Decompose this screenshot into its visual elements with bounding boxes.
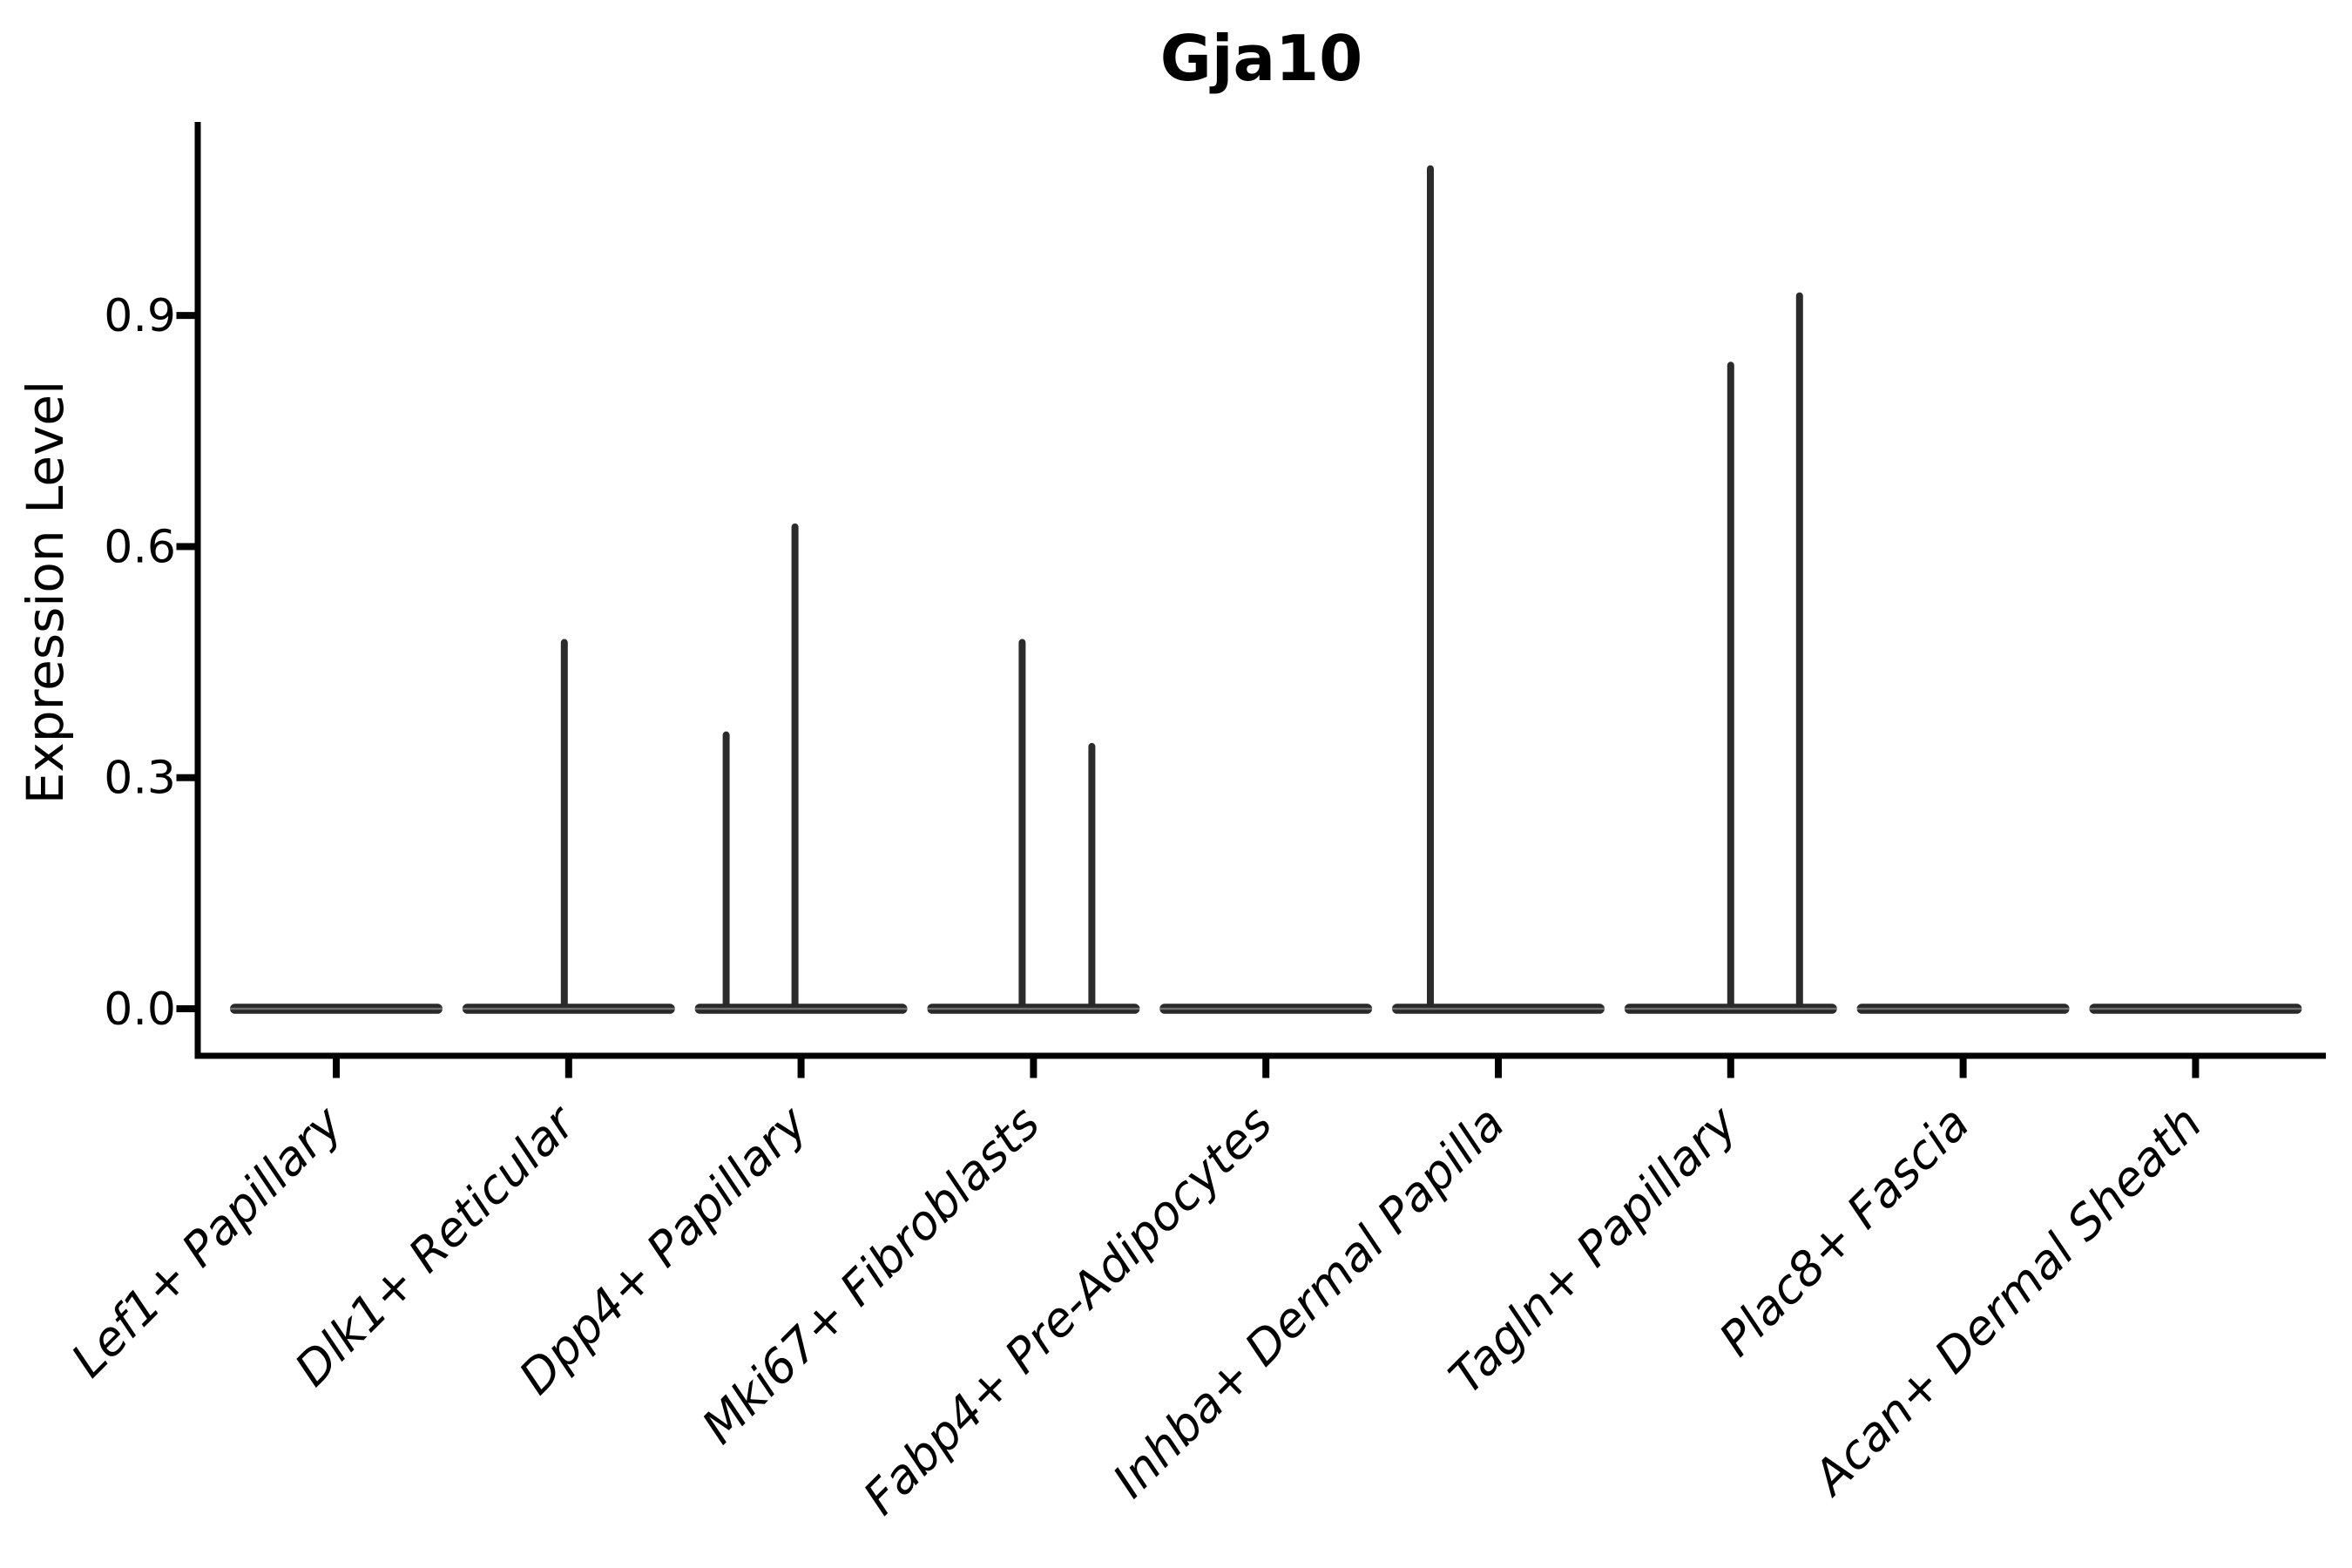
violin-base (462, 1004, 675, 1014)
violin-base (927, 1004, 1140, 1014)
y-tick-mark (176, 543, 195, 551)
x-tick-label: Plac8+ Fascia (1709, 1096, 1980, 1367)
x-tick-mark (1262, 1058, 1270, 1078)
y-axis-spine (194, 122, 201, 1059)
x-tick-mark (2192, 1058, 2200, 1078)
y-tick-mark (176, 1005, 195, 1012)
violin-spike (722, 731, 730, 1012)
violin-base (694, 1004, 908, 1014)
axes-layer (176, 122, 2326, 1078)
violins-layer (230, 165, 2302, 1014)
y-tick-label: 0.9 (104, 290, 176, 342)
y-tick-label: 0.0 (104, 983, 176, 1036)
violin-base (1856, 1004, 2070, 1014)
x-tick-label: Inhba+ Dermal Papilla (1102, 1096, 1515, 1509)
y-axis-label: Expression Level (16, 381, 75, 804)
x-tick-label: Fabp4+ Pre-Adipocytes (853, 1096, 1282, 1525)
y-tick-mark (176, 312, 195, 320)
violin-spike (1088, 742, 1096, 1012)
violin-base (1624, 1004, 1837, 1014)
violin-base (230, 1004, 443, 1014)
y-tick-mark (176, 774, 195, 781)
violin-spike (1018, 639, 1026, 1012)
x-tick-mark (564, 1058, 572, 1078)
violin-spike (1427, 165, 1434, 1012)
chart-title: Gja10 (1160, 22, 1363, 95)
x-tick-mark (1727, 1058, 1734, 1078)
violin-base (1159, 1004, 1373, 1014)
violin-spike (791, 523, 799, 1012)
x-tick-mark (1495, 1058, 1502, 1078)
x-tick-mark (333, 1058, 340, 1078)
violin-spike (1727, 362, 1734, 1012)
x-tick-mark (1959, 1058, 1967, 1078)
violin-base (1392, 1004, 1605, 1014)
x-tick-mark (797, 1058, 805, 1078)
violin-spike (560, 639, 568, 1012)
violin-base (2089, 1004, 2302, 1014)
x-tick-label: Acan+ Dermal Sheath (1801, 1096, 2213, 1507)
violin-spike (1795, 292, 1803, 1012)
x-tick-mark (1030, 1058, 1037, 1078)
x-axis-spine (194, 1052, 2326, 1059)
y-tick-label: 0.3 (104, 753, 176, 805)
y-tick-label: 0.6 (104, 521, 176, 573)
